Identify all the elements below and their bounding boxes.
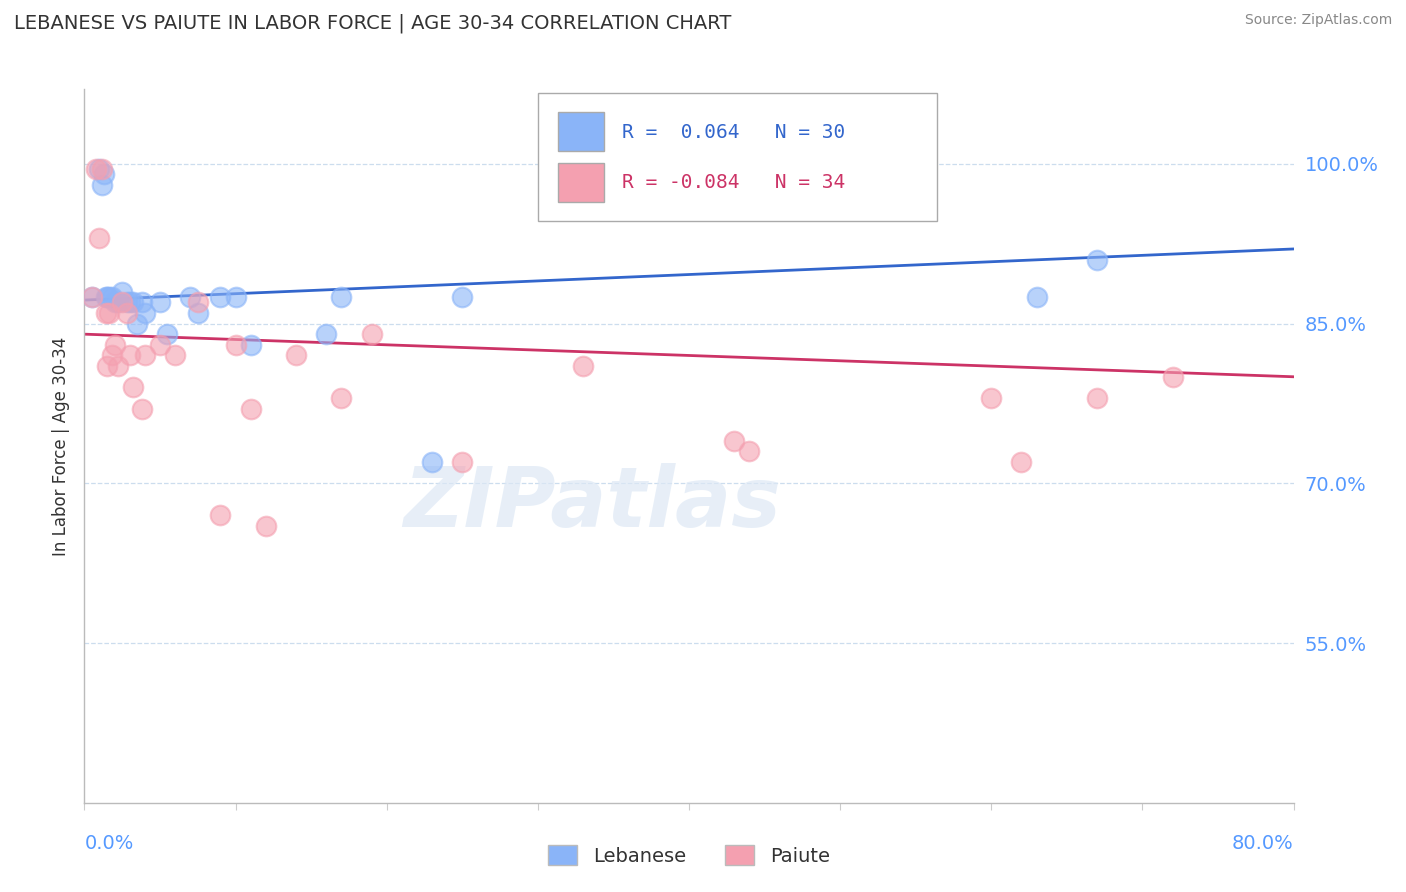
Point: [80, 290, 103, 304]
Point: [187, 306, 209, 320]
Point: [89, 231, 111, 245]
Point: [451, 290, 474, 304]
Point: [94, 306, 117, 320]
Point: [115, 295, 138, 310]
Point: [107, 359, 129, 373]
Point: [121, 295, 143, 310]
Point: [134, 306, 156, 320]
Point: [738, 444, 761, 458]
Text: LEBANESE VS PAIUTE IN LABOR FORCE | AGE 30-34 CORRELATION CHART: LEBANESE VS PAIUTE IN LABOR FORCE | AGE …: [14, 13, 731, 33]
Point: [97, 290, 120, 304]
Point: [94, 290, 117, 304]
Point: [209, 508, 232, 523]
Point: [127, 317, 149, 331]
Point: [209, 290, 232, 304]
Y-axis label: In Labor Force | Age 30-34: In Labor Force | Age 30-34: [52, 336, 70, 556]
Point: [93, 168, 115, 182]
Point: [723, 434, 745, 448]
Point: [239, 401, 262, 416]
Point: [134, 349, 156, 363]
Point: [451, 455, 474, 469]
Text: 80.0%: 80.0%: [1232, 834, 1294, 853]
Point: [254, 519, 277, 533]
Point: [118, 295, 141, 310]
Point: [179, 290, 201, 304]
Point: [572, 359, 595, 373]
Point: [284, 349, 308, 363]
Point: [104, 338, 127, 352]
Point: [1085, 252, 1108, 267]
Point: [115, 306, 138, 320]
Text: Source: ZipAtlas.com: Source: ZipAtlas.com: [1244, 13, 1392, 28]
Point: [131, 295, 153, 310]
Point: [225, 338, 247, 352]
Point: [89, 162, 111, 177]
Point: [91, 178, 114, 192]
Point: [330, 391, 353, 405]
FancyBboxPatch shape: [558, 112, 605, 152]
Point: [100, 290, 122, 304]
Point: [315, 327, 337, 342]
Text: R = -0.084   N = 34: R = -0.084 N = 34: [623, 173, 845, 192]
Point: [100, 349, 122, 363]
Point: [131, 401, 153, 416]
Text: ZIPatlas: ZIPatlas: [404, 463, 782, 543]
Point: [96, 290, 118, 304]
Point: [1161, 369, 1184, 384]
Point: [96, 359, 118, 373]
FancyBboxPatch shape: [558, 162, 605, 202]
Point: [187, 295, 209, 310]
Point: [149, 295, 172, 310]
Point: [420, 455, 443, 469]
FancyBboxPatch shape: [538, 93, 936, 221]
Point: [104, 295, 127, 310]
Point: [91, 162, 114, 177]
Point: [97, 306, 120, 320]
Legend: Lebanese, Paiute: Lebanese, Paiute: [540, 838, 838, 873]
Point: [239, 338, 262, 352]
Point: [156, 327, 179, 342]
Text: R =  0.064   N = 30: R = 0.064 N = 30: [623, 122, 845, 142]
Point: [121, 380, 143, 394]
Point: [111, 285, 134, 299]
Point: [360, 327, 382, 342]
Point: [225, 290, 247, 304]
Point: [86, 162, 108, 177]
Point: [1025, 290, 1047, 304]
Point: [107, 295, 129, 310]
Point: [1010, 455, 1032, 469]
Point: [80, 290, 103, 304]
Point: [111, 295, 134, 310]
Point: [1085, 391, 1108, 405]
Text: 0.0%: 0.0%: [84, 834, 134, 853]
Point: [149, 338, 172, 352]
Point: [330, 290, 353, 304]
Point: [163, 349, 186, 363]
Point: [980, 391, 1002, 405]
Point: [118, 349, 141, 363]
